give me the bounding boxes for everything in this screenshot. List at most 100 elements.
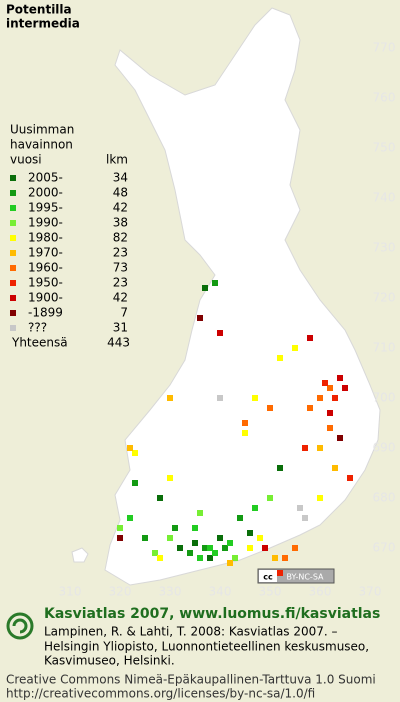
occurrence-square <box>347 475 353 481</box>
occurrence-square <box>202 545 208 551</box>
occurrence-square <box>262 545 268 551</box>
occurrence-square <box>212 280 218 286</box>
occurrence-square <box>342 385 348 391</box>
legend-swatch <box>10 175 16 181</box>
occurrence-square <box>197 555 203 561</box>
occurrence-square <box>167 535 173 541</box>
occurrence-square <box>132 450 138 456</box>
legend-count: 73 <box>113 261 128 275</box>
legend-label: ??? <box>28 321 47 335</box>
legend-swatch <box>10 250 16 256</box>
occurrence-square <box>277 465 283 471</box>
occurrence-square <box>252 505 258 511</box>
footer-heading: Kasviatlas 2007, www.luomus.fi/kasviatla… <box>44 606 380 622</box>
legend-label: 1990- <box>28 216 63 230</box>
legend-count-header: lkm <box>106 153 128 167</box>
license-line: http://creativecommons.org/licenses/by-n… <box>6 687 315 701</box>
occurrence-square <box>272 555 278 561</box>
northing-label: 670 <box>373 541 396 555</box>
northing-label: 690 <box>373 441 396 455</box>
legend-count: 42 <box>113 291 128 305</box>
legend-count: 42 <box>113 201 128 215</box>
legend-swatch <box>10 205 16 211</box>
legend-swatch <box>10 265 16 271</box>
occurrence-square <box>302 515 308 521</box>
legend-count: 7 <box>120 306 128 320</box>
occurrence-square <box>277 570 283 576</box>
occurrence-square <box>202 285 208 291</box>
easting-label: 370 <box>359 585 382 599</box>
occurrence-square <box>142 535 148 541</box>
occurrence-square <box>242 420 248 426</box>
occurrence-square <box>187 550 193 556</box>
occurrence-square <box>192 525 198 531</box>
northing-label: 700 <box>373 391 396 405</box>
occurrence-square <box>217 535 223 541</box>
northing-label: 680 <box>373 491 396 505</box>
occurrence-square <box>317 495 323 501</box>
occurrence-square <box>322 380 328 386</box>
occurrence-square <box>227 560 233 566</box>
legend-header: havainnon <box>10 138 73 152</box>
northing-label: 710 <box>373 341 396 355</box>
legend-header: Uusimman <box>10 123 74 137</box>
occurrence-square <box>267 495 273 501</box>
easting-label: 360 <box>309 585 332 599</box>
occurrence-square <box>217 330 223 336</box>
legend-count: 31 <box>113 321 128 335</box>
occurrence-square <box>307 335 313 341</box>
occurrence-square <box>152 550 158 556</box>
northing-label: 730 <box>373 241 396 255</box>
northing-label: 720 <box>373 291 396 305</box>
legend-swatch <box>10 235 16 241</box>
legend-label: 1900- <box>28 291 63 305</box>
occurrence-square <box>117 525 123 531</box>
easting-label: 350 <box>259 585 282 599</box>
occurrence-square <box>127 515 133 521</box>
occurrence-square <box>157 495 163 501</box>
occurrence-square <box>237 515 243 521</box>
occurrence-square <box>337 435 343 441</box>
occurrence-square <box>167 395 173 401</box>
legend-swatch <box>10 220 16 226</box>
aland-islands <box>71 547 89 563</box>
occurrence-square <box>282 555 288 561</box>
legend-label: 1970- <box>28 246 63 260</box>
occurrence-square <box>222 545 228 551</box>
occurrence-square <box>232 555 238 561</box>
legend-count: 48 <box>113 186 128 200</box>
occurrence-square <box>172 525 178 531</box>
legend-count: 38 <box>113 216 128 230</box>
occurrence-square <box>197 510 203 516</box>
badge-icon: cc <box>263 573 273 582</box>
logo-spiral <box>12 618 28 634</box>
logo <box>6 612 34 640</box>
occurrence-square <box>132 480 138 486</box>
legend-swatch <box>10 190 16 196</box>
legend-swatch <box>10 310 16 316</box>
occurrence-square <box>212 550 218 556</box>
occurrence-square <box>217 395 223 401</box>
occurrence-square <box>302 445 308 451</box>
legend-label: 1950- <box>28 276 63 290</box>
legend-total-label: Yhteensä <box>11 336 68 350</box>
legend-swatch <box>10 325 16 331</box>
occurrence-square <box>177 545 183 551</box>
legend-swatch <box>10 280 16 286</box>
occurrence-square <box>207 545 213 551</box>
citation-line: Helsingin Yliopisto, Luonnontieteellinen… <box>44 640 369 654</box>
legend-label: 1960- <box>28 261 63 275</box>
northing-label: 760 <box>373 91 396 105</box>
occurrence-square <box>227 540 233 546</box>
legend-swatch <box>10 295 16 301</box>
occurrence-square <box>332 465 338 471</box>
occurrence-square <box>297 505 303 511</box>
legend-label: -1899 <box>28 306 63 320</box>
easting-label: 340 <box>209 585 232 599</box>
easting-label: 320 <box>109 585 132 599</box>
citation-line: Kasvimuseo, Helsinki. <box>44 654 175 668</box>
citation-line: Lampinen, R. & Lahti, T. 2008: Kasviatla… <box>44 625 338 639</box>
northing-label: 740 <box>373 191 396 205</box>
